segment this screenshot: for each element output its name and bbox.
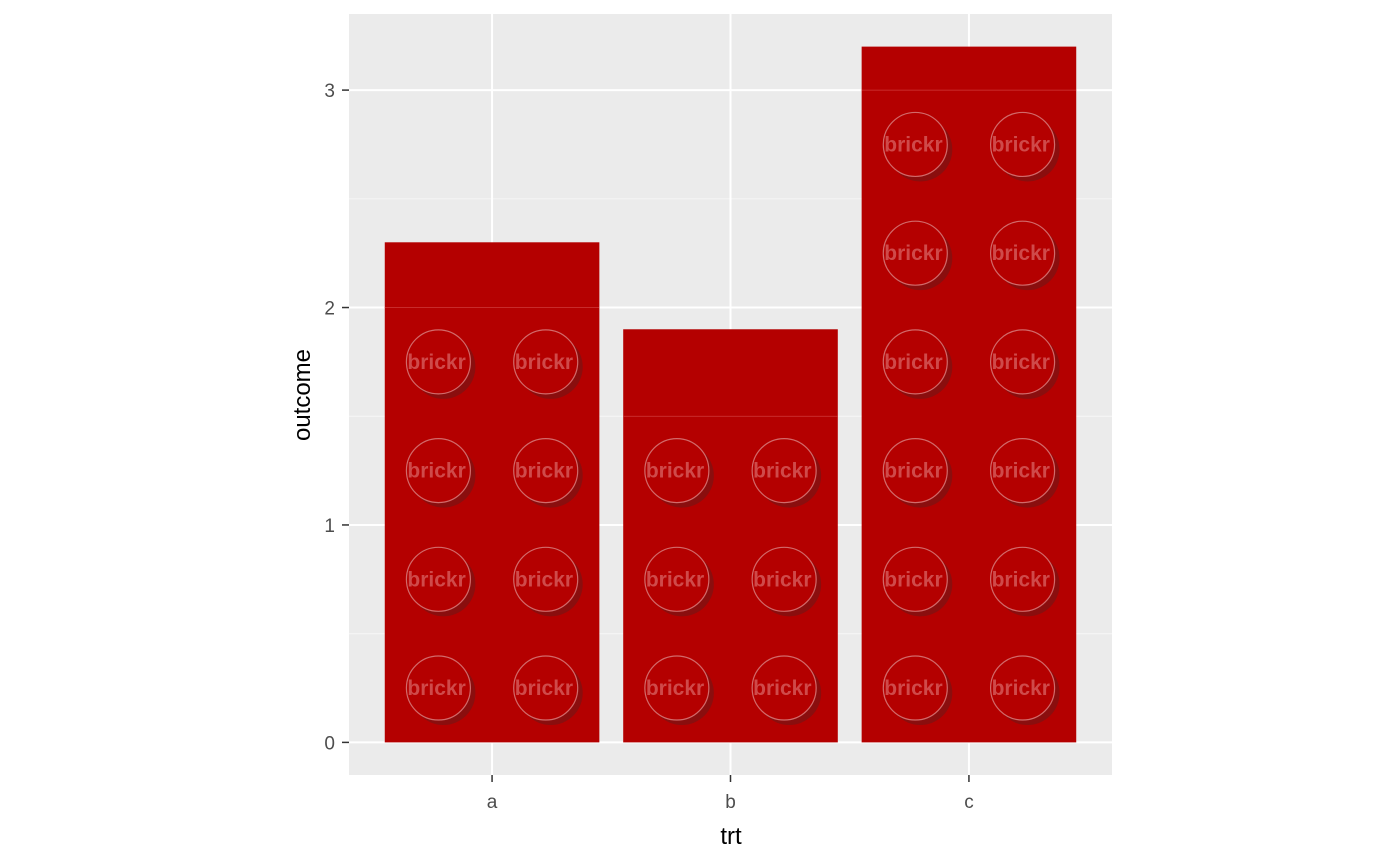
stud-label: brickr bbox=[884, 133, 942, 156]
x-axis-title: trt bbox=[720, 823, 742, 850]
y-axis-title: outcome bbox=[289, 349, 316, 441]
brick-stud: brickr bbox=[882, 111, 953, 182]
x-tick-label: c bbox=[964, 792, 974, 813]
brick-stud: brickr bbox=[513, 438, 583, 508]
brick-stud: brickr bbox=[405, 438, 476, 508]
stud-label: brickr bbox=[884, 568, 942, 591]
stud-label: brickr bbox=[407, 351, 465, 374]
x-tick-label: a bbox=[487, 792, 498, 813]
stud-top bbox=[644, 438, 710, 504]
brick-stud: brickr bbox=[989, 111, 1060, 182]
stud-top bbox=[751, 546, 817, 612]
stud-label: brickr bbox=[407, 568, 465, 591]
stud-top bbox=[989, 438, 1056, 504]
stud-top bbox=[405, 329, 472, 395]
stud-label: brickr bbox=[753, 568, 811, 591]
stud-top bbox=[513, 329, 579, 395]
stud-top bbox=[882, 220, 948, 286]
stud-label: brickr bbox=[992, 242, 1050, 265]
brick-stud: brickr bbox=[751, 546, 822, 617]
brick-stud: brickr bbox=[513, 329, 583, 399]
stud-top bbox=[644, 546, 710, 612]
stud-label: brickr bbox=[992, 351, 1050, 374]
stud-label: brickr bbox=[992, 460, 1050, 483]
stud-label: brickr bbox=[515, 460, 573, 483]
stud-top bbox=[882, 546, 948, 612]
brick-stud: brickr bbox=[882, 329, 953, 399]
bar-c: brickr brickr brickr brickr brickr brickr bric… bbox=[861, 46, 1077, 743]
stud-top bbox=[751, 438, 817, 504]
brick-stud: brickr bbox=[989, 546, 1060, 617]
stud-top bbox=[882, 655, 948, 721]
stud-label: brickr bbox=[407, 460, 465, 483]
brick-stud: brickr bbox=[989, 655, 1060, 726]
stud-label: brickr bbox=[992, 677, 1050, 700]
brick-stud: brickr bbox=[644, 655, 714, 726]
y-tick-label: 1 bbox=[324, 516, 335, 537]
stud-top bbox=[751, 655, 817, 721]
stud-label: brickr bbox=[884, 351, 942, 374]
y-axis: 0 1 2 3 bbox=[324, 81, 349, 754]
brick-stud: brickr bbox=[644, 438, 714, 508]
brick-stud: brickr bbox=[989, 329, 1060, 399]
stud-label: brickr bbox=[992, 568, 1050, 591]
brick-stud: brickr bbox=[513, 655, 583, 726]
bar-a: brickr brickr brickr brickr brickr brickr bric… bbox=[384, 242, 600, 743]
stud-label: brickr bbox=[884, 460, 942, 483]
stud-label: brickr bbox=[646, 460, 704, 483]
brick-stud: brickr bbox=[989, 220, 1060, 291]
brick-stud: brickr bbox=[882, 220, 953, 291]
stud-top bbox=[989, 220, 1056, 286]
stud-top bbox=[644, 655, 710, 721]
bar-b: brickr brickr brickr brickr brickr brickr bbox=[623, 329, 838, 743]
stud-label: brickr bbox=[992, 133, 1050, 156]
stud-top bbox=[405, 546, 472, 612]
brick-stud: brickr bbox=[405, 655, 476, 726]
stud-label: brickr bbox=[753, 677, 811, 700]
stud-top bbox=[882, 438, 948, 504]
stud-top bbox=[513, 546, 579, 612]
brick-stud: brickr bbox=[513, 546, 583, 617]
stud-label: brickr bbox=[515, 351, 573, 374]
stud-top bbox=[989, 111, 1056, 178]
stud-label: brickr bbox=[407, 677, 465, 700]
y-tick-label: 2 bbox=[324, 299, 335, 320]
y-tick-label: 3 bbox=[324, 81, 335, 102]
y-tick-label: 0 bbox=[324, 733, 335, 754]
brick-stud: brickr bbox=[882, 438, 953, 508]
x-axis: a b c bbox=[487, 775, 974, 813]
stud-top bbox=[882, 329, 948, 395]
stud-top bbox=[989, 655, 1056, 721]
brick-stud: brickr bbox=[989, 438, 1060, 508]
brick-stud: brickr bbox=[751, 655, 822, 726]
brick-stud: brickr bbox=[882, 655, 953, 726]
stud-top bbox=[989, 546, 1056, 612]
brick-stud: brickr bbox=[751, 438, 822, 508]
stud-label: brickr bbox=[884, 677, 942, 700]
stud-top bbox=[513, 438, 579, 504]
brick-stud: brickr bbox=[405, 329, 476, 399]
stud-label: brickr bbox=[753, 460, 811, 483]
brick-stud: brickr bbox=[882, 546, 953, 617]
stud-top bbox=[989, 329, 1056, 395]
stud-top bbox=[513, 655, 579, 721]
stud-label: brickr bbox=[515, 677, 573, 700]
stud-top bbox=[405, 655, 472, 721]
stud-label: brickr bbox=[646, 677, 704, 700]
stud-label: brickr bbox=[515, 568, 573, 591]
stud-top bbox=[405, 438, 472, 504]
stud-label: brickr bbox=[646, 568, 704, 591]
brick-stud: brickr bbox=[405, 546, 476, 617]
stud-top bbox=[882, 111, 948, 178]
x-tick-label: b bbox=[725, 792, 736, 813]
brick-stud: brickr bbox=[644, 546, 714, 617]
stud-label: brickr bbox=[884, 242, 942, 265]
